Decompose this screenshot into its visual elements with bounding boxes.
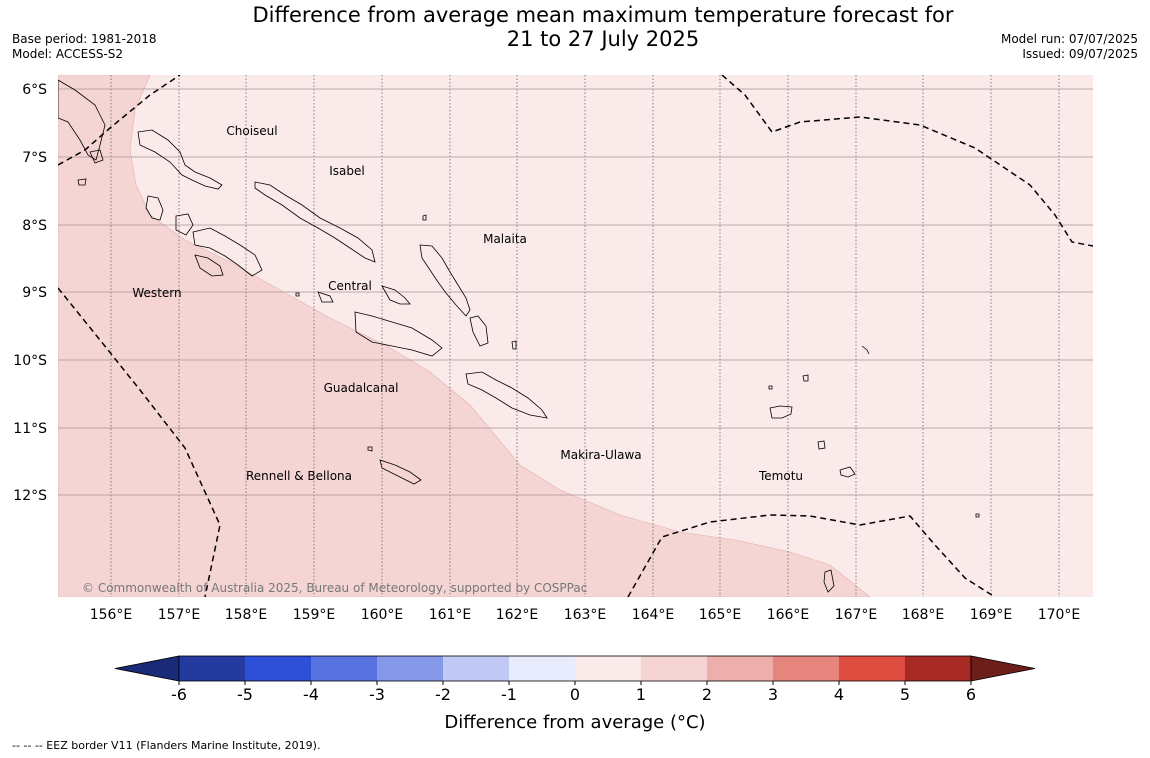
anomaly-band-1-2 <box>58 75 871 597</box>
colorbar-tick-label: 4 <box>834 685 844 704</box>
region-label-guadalcanal: Guadalcanal <box>324 381 399 395</box>
lat-labels: 6°S 7°S 8°S 9°S 10°S 11°S 12°S <box>13 82 47 504</box>
colorbar-tick-label: -2 <box>435 685 451 704</box>
colorbar-title: Difference from average (°C) <box>444 712 705 733</box>
colorbar-swatch <box>179 656 245 681</box>
region-label-rennell-bellona: Rennell & Bellona <box>246 469 352 483</box>
copyright-text: © Commonwealth of Australia 2025, Bureau… <box>82 581 587 595</box>
region-label-malaita: Malaita <box>483 232 527 246</box>
chart-title-line1: Difference from average mean maximum tem… <box>252 3 954 27</box>
lon-label-170e: 170°E <box>1038 607 1081 623</box>
colorbar-swatch <box>509 656 575 681</box>
region-labels: Choiseul Isabel Malaita Western Central … <box>132 124 803 483</box>
colorbar-tick-label: 5 <box>900 685 910 704</box>
lon-gridlines <box>110 75 1060 597</box>
lon-label-164e: 164°E <box>632 607 675 623</box>
lon-label-158e: 158°E <box>225 607 268 623</box>
lon-labels: 156°E 157°E 158°E 159°E 160°E 161°E 162°… <box>90 607 1081 623</box>
colorbar-tick-label: -3 <box>369 685 385 704</box>
colorbar-swatches <box>114 655 1036 682</box>
base-period-text: Base period: 1981-2018 <box>12 32 157 46</box>
eez-footnote: -- -- -- EEZ border V11 (Flanders Marine… <box>12 739 321 752</box>
lon-label-161e: 161°E <box>429 607 472 623</box>
model-run-text: Model run: 07/07/2025 <box>1000 32 1138 46</box>
colorbar-swatch <box>839 656 905 681</box>
region-label-temotu: Temotu <box>758 469 803 483</box>
region-label-central: Central <box>328 279 372 293</box>
region-label-western: Western <box>132 286 181 300</box>
colorbar-tick-label: 3 <box>768 685 778 704</box>
colorbar-tick-label: 0 <box>570 685 580 704</box>
colorbar-swatch <box>311 656 377 681</box>
region-label-isabel: Isabel <box>329 164 364 178</box>
colorbar-frame <box>178 655 972 682</box>
lat-label-10s: 10°S <box>13 353 47 369</box>
lon-label-160e: 160°E <box>361 607 404 623</box>
lat-label-9s: 9°S <box>22 285 47 301</box>
colorbar-tick-label: 1 <box>636 685 646 704</box>
colorbar-swatch <box>245 656 311 681</box>
lon-label-157e: 157°E <box>158 607 201 623</box>
colorbar-over-arrow <box>970 655 1036 682</box>
lon-label-162e: 162°E <box>496 607 539 623</box>
model-text: Model: ACCESS-S2 <box>12 47 124 61</box>
lat-label-6s: 6°S <box>22 82 47 98</box>
colorbar-tick-label: -4 <box>303 685 319 704</box>
lon-label-163e: 163°E <box>564 607 607 623</box>
lat-label-12s: 12°S <box>13 488 47 504</box>
lon-label-168e: 168°E <box>902 607 945 623</box>
lon-label-166e: 166°E <box>767 607 810 623</box>
forecast-map: © Commonwealth of Australia 2025, Bureau… <box>13 75 1093 623</box>
colorbar-under-arrow <box>114 655 180 682</box>
lon-label-167e: 167°E <box>835 607 878 623</box>
lat-gridlines <box>58 88 1093 496</box>
lon-label-165e: 165°E <box>699 607 742 623</box>
colorbar-swatch <box>377 656 443 681</box>
colorbar-swatch <box>443 656 509 681</box>
colorbar-swatch <box>905 656 971 681</box>
lat-label-7s: 7°S <box>22 150 47 166</box>
coastlines <box>58 79 980 593</box>
colorbar-swatch <box>641 656 707 681</box>
colorbar-tick-label: -5 <box>237 685 253 704</box>
issued-text: Issued: 09/07/2025 <box>1022 47 1138 61</box>
lat-label-8s: 8°S <box>22 218 47 234</box>
lon-label-169e: 169°E <box>970 607 1013 623</box>
region-label-choiseul: Choiseul <box>226 124 277 138</box>
colorbar-swatch <box>773 656 839 681</box>
colorbar-tick-label: -6 <box>171 685 187 704</box>
eez-border <box>58 75 1093 597</box>
colorbar-tick-label: -1 <box>501 685 517 704</box>
lat-label-11s: 11°S <box>13 421 47 437</box>
colorbar-ticks: -6 -5 -4 -3 -2 -1 0 1 2 3 4 5 6 <box>171 681 976 704</box>
colorbar-swatch <box>707 656 773 681</box>
colorbar-tick-label: 6 <box>966 685 976 704</box>
chart-title-line2: 21 to 27 July 2025 <box>506 27 700 51</box>
lon-label-156e: 156°E <box>90 607 133 623</box>
colorbar-swatch <box>575 656 641 681</box>
lon-label-159e: 159°E <box>293 607 336 623</box>
region-label-makira-ulawa: Makira-Ulawa <box>560 448 641 462</box>
colorbar-tick-label: 2 <box>702 685 712 704</box>
